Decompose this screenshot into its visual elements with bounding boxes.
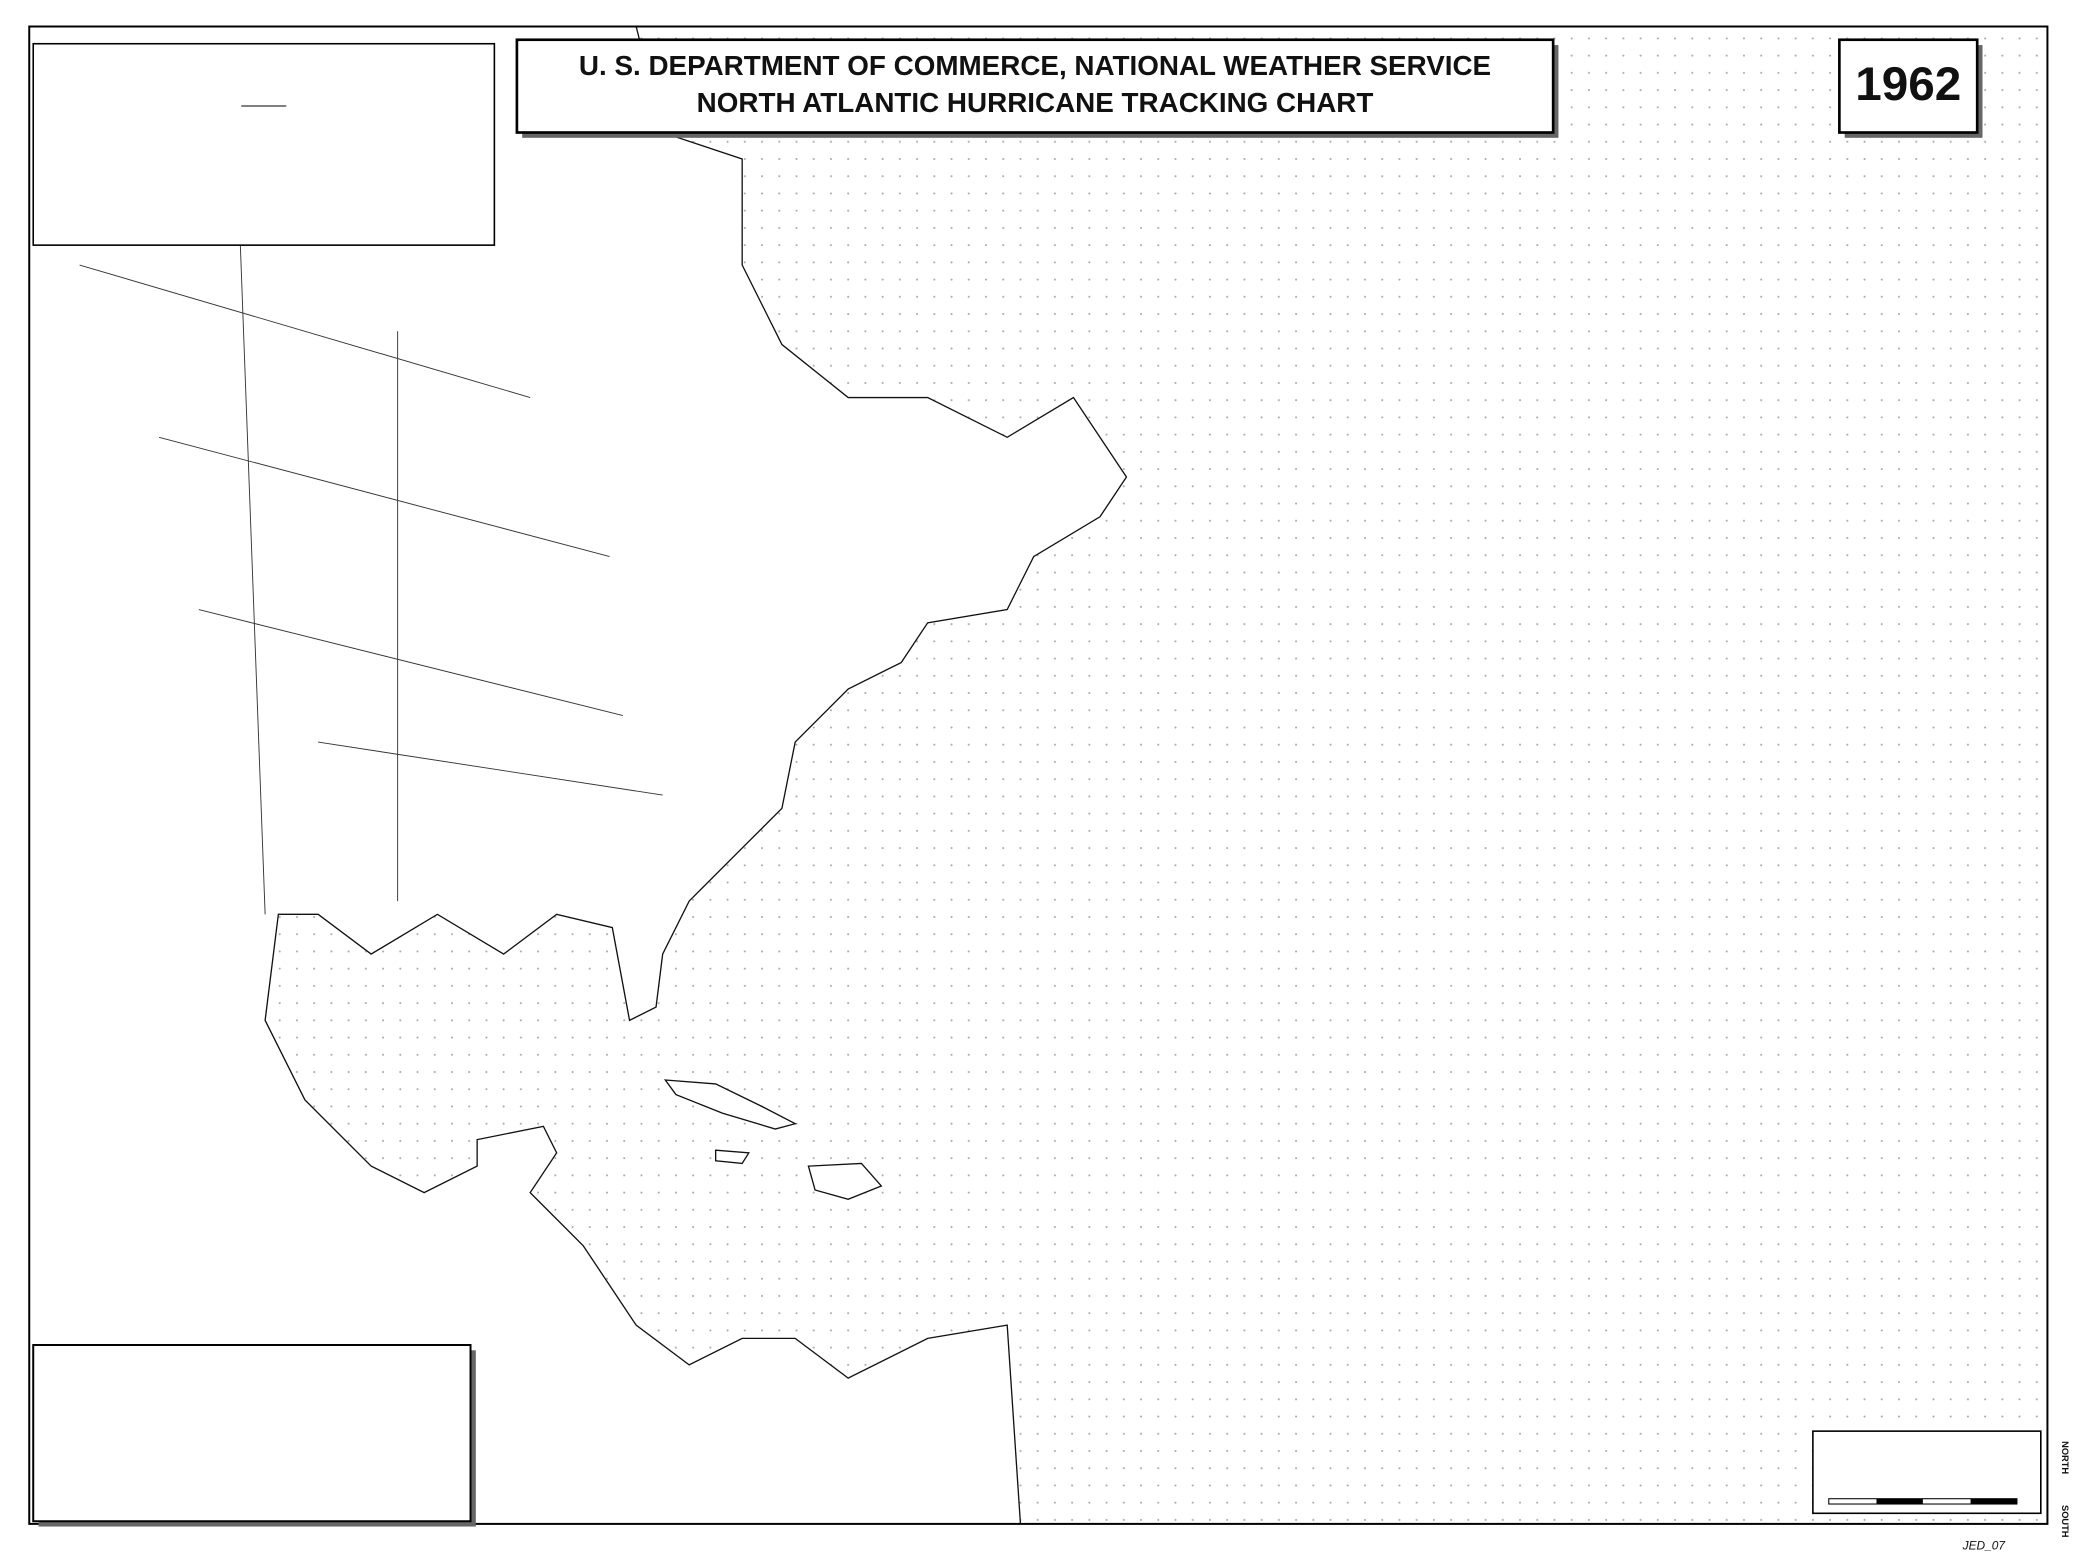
scale-bar-segment	[1970, 1498, 2017, 1505]
compass-north: NORTH	[2060, 1441, 2070, 1474]
compass-south: SOUTH	[2060, 1505, 2070, 1538]
land	[29, 26, 1128, 1524]
legend	[32, 1344, 472, 1523]
title: NORTH ATLANTIC HURRICANE TRACKING CHART	[697, 87, 1374, 118]
title-box	[515, 38, 1555, 134]
signature: JED_07	[1962, 1539, 2006, 1553]
scale-bar-segment	[1876, 1498, 1923, 1505]
storm-table	[32, 42, 496, 246]
map-frame	[28, 25, 2049, 1525]
year-box	[1838, 38, 1979, 134]
title: U. S. DEPARTMENT OF COMMERCE, NATIONAL W…	[579, 50, 1491, 81]
year: 1962	[1855, 58, 1961, 111]
